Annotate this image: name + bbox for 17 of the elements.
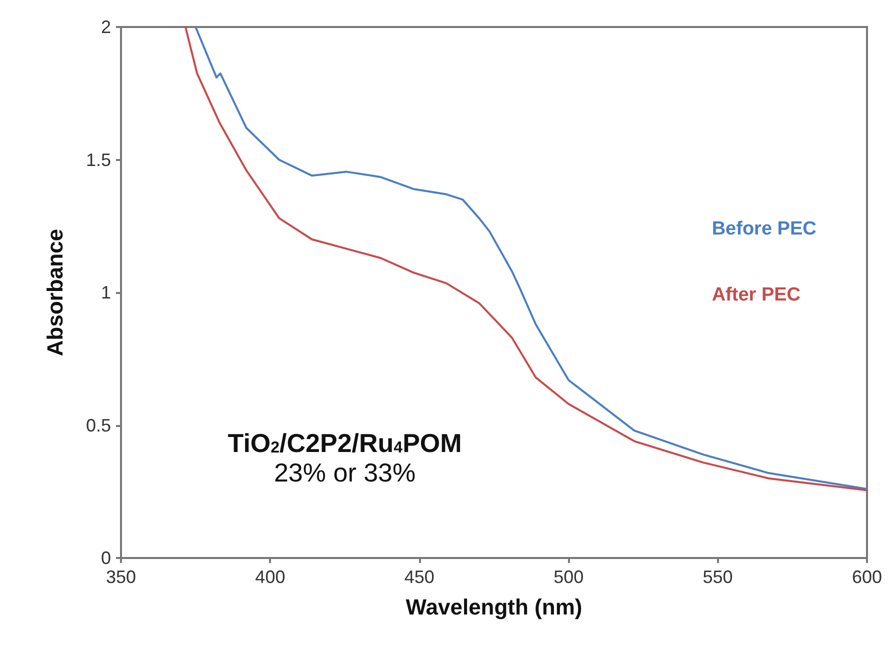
x-tick-label: 400	[255, 567, 286, 587]
text: Before PEC	[712, 218, 817, 240]
y-axis-title: Absorbance	[42, 228, 68, 356]
annotation: 23% or 33%	[274, 457, 416, 488]
x-tick-label: 350	[106, 567, 136, 587]
annotation: TiO2/C2P2/Ru4POM	[228, 428, 462, 458]
x-axis-title: Wavelength (nm)	[406, 594, 582, 620]
y-tick-label: 0.5	[86, 415, 111, 436]
y-tick-label: 1	[100, 282, 111, 302]
x-tick-label: 550	[702, 567, 733, 587]
y-tick-label: 1.5	[86, 150, 111, 170]
text: After PEC	[712, 284, 801, 306]
y-tick-label: 0	[100, 548, 111, 568]
x-tick-label: 500	[554, 567, 584, 587]
y-tick-label: 2	[100, 17, 111, 37]
x-tick-label: 600	[852, 567, 882, 587]
x-tick-label: 450	[404, 567, 434, 587]
